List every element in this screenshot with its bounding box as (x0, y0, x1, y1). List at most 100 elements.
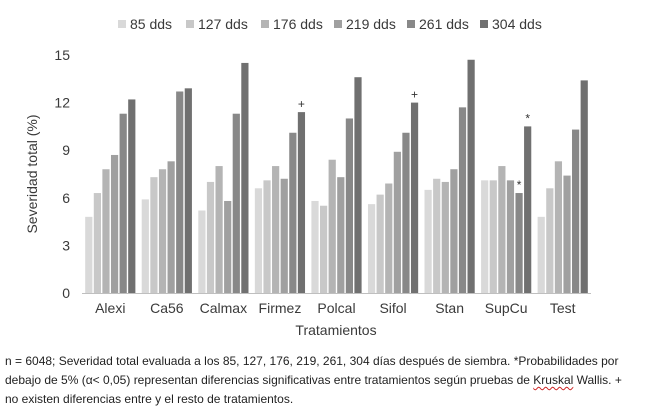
bar-firmez-219-dds (280, 178, 288, 293)
bar-alexi-219-dds (110, 154, 119, 293)
y-tick-label: 12 (54, 95, 70, 111)
x-tick-label: Ca56 (150, 300, 184, 316)
x-tick-label: Firmez (259, 300, 302, 316)
y-tick-label: 15 (54, 47, 70, 63)
bar-alexi-176-dds (102, 169, 110, 293)
chart-bars (85, 59, 588, 294)
bar-sifol-219-dds (393, 151, 401, 293)
bar-test-85-dds (537, 216, 545, 293)
bar-calmax-261-dds (232, 113, 240, 294)
legend-swatch (118, 20, 126, 28)
bar-supcu-127-dds (489, 180, 497, 293)
legend-label: 304 dds (492, 16, 542, 32)
bar-supcu-85-dds (481, 180, 489, 293)
bar-test-176-dds (554, 161, 563, 293)
annotation-mark: * (525, 111, 530, 125)
legend-swatch (186, 20, 194, 28)
chart-annotations: + + * * (298, 88, 530, 192)
bar-ca56-219-dds (167, 161, 175, 293)
bar-polcal-304-dds (354, 77, 362, 294)
bar-polcal-127-dds (320, 205, 328, 293)
x-tick-label: Polcal (317, 300, 355, 316)
caption-line-2b: Wallis. + (573, 373, 622, 387)
legend-label: 176 dds (273, 16, 323, 32)
bar-polcal-219-dds (337, 177, 345, 293)
bar-stan-261-dds (458, 107, 467, 293)
x-tick-label: Sifol (379, 300, 406, 316)
bar-polcal-85-dds (311, 200, 319, 293)
y-tick-label: 6 (62, 190, 70, 206)
bar-ca56-85-dds (141, 199, 149, 293)
bar-supcu-219-dds (506, 180, 515, 293)
bar-firmez-127-dds (263, 180, 271, 293)
bar-chart: 85 dds 127 dds 176 dds 219 dds 261 dds 304 dd… (24, 16, 591, 338)
legend-swatch (407, 20, 415, 28)
bar-supcu-176-dds (498, 166, 506, 293)
caption-line-3: no existen diferencias entre y el resto … (5, 392, 294, 406)
chart-legend: 85 dds 127 dds 176 dds 219 dds 261 dds 304 dd… (118, 16, 542, 32)
x-axis-label: Tratamientos (295, 322, 376, 338)
y-tick-label: 0 (62, 285, 70, 301)
y-axis-ticks: 0 3 6 9 12 15 (54, 47, 70, 301)
x-tick-label: Calmax (200, 300, 247, 316)
bar-stan-219-dds (450, 169, 458, 293)
bar-calmax-127-dds (206, 181, 215, 293)
bar-supcu-261-dds (515, 193, 523, 293)
bar-test-304-dds (580, 80, 588, 293)
bar-ca56-176-dds (158, 169, 167, 293)
bar-calmax-85-dds (198, 210, 206, 293)
legend-swatch (334, 20, 342, 28)
bar-calmax-304-dds (241, 62, 249, 294)
bar-stan-176-dds (441, 181, 449, 293)
bar-stan-85-dds (424, 189, 432, 293)
bar-ca56-304-dds (184, 88, 192, 293)
annotation-mark: + (298, 97, 305, 111)
y-axis-label: Severidad total (%) (24, 114, 40, 233)
bar-polcal-261-dds (345, 118, 353, 293)
x-tick-label: SupCu (485, 300, 528, 316)
bar-sifol-176-dds (385, 183, 393, 293)
bar-firmez-261-dds (289, 132, 297, 293)
legend-label: 85 dds (130, 16, 172, 32)
bar-sifol-261-dds (402, 132, 410, 293)
bar-firmez-176-dds (272, 166, 280, 293)
bar-stan-304-dds (467, 59, 475, 294)
caption-line-2a: debajo de 5% (α< 0,05) representan difer… (5, 373, 534, 387)
legend-label: 219 dds (346, 16, 396, 32)
legend-swatch (261, 20, 269, 28)
y-tick-label: 3 (62, 237, 70, 253)
caption-line-1: n = 6048; Severidad total evaluada a los… (5, 354, 619, 368)
bar-alexi-85-dds (85, 216, 93, 293)
bar-stan-127-dds (433, 178, 441, 293)
caption-line-2: debajo de 5% (α< 0,05) representan difer… (5, 371, 669, 390)
bar-alexi-304-dds (128, 99, 136, 294)
bar-ca56-127-dds (150, 177, 158, 293)
bar-test-261-dds (572, 129, 580, 293)
bar-sifol-127-dds (376, 194, 384, 293)
annotation-mark: + (411, 88, 418, 102)
y-tick-label: 9 (62, 142, 70, 158)
bar-firmez-304-dds (297, 112, 306, 294)
x-tick-label: Stan (435, 300, 464, 316)
bar-supcu-304-dds (524, 126, 532, 294)
caption-keyword-kruskal: Kruskal (533, 373, 574, 387)
bar-calmax-176-dds (215, 166, 223, 293)
bar-sifol-304-dds (410, 102, 419, 293)
legend-label: 127 dds (198, 16, 248, 32)
x-tick-label: Test (550, 300, 576, 316)
legend-swatch (480, 20, 488, 28)
legend-label: 261 dds (419, 16, 469, 32)
x-tick-label: Alexi (95, 300, 125, 316)
bar-firmez-85-dds (254, 188, 263, 293)
bar-alexi-261-dds (119, 113, 127, 294)
bar-calmax-219-dds (224, 200, 232, 293)
bar-sifol-85-dds (367, 204, 376, 293)
bar-alexi-127-dds (93, 193, 101, 293)
bar-test-127-dds (546, 188, 554, 293)
bar-test-219-dds (563, 175, 571, 293)
figure-caption: n = 6048; Severidad total evaluada a los… (5, 352, 669, 409)
bar-polcal-176-dds (328, 159, 336, 293)
bar-ca56-261-dds (176, 91, 184, 294)
annotation-mark: * (517, 178, 522, 192)
x-axis-ticks: Alexi Ca56 Calmax Firmez Polcal Sifol Stan SupC… (95, 300, 576, 316)
